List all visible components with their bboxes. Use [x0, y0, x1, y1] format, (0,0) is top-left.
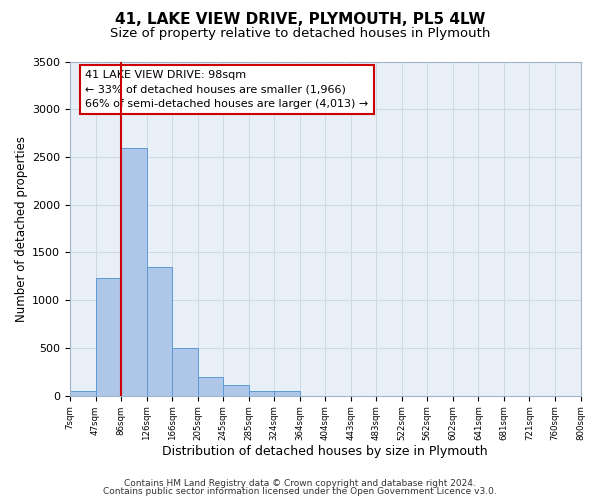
Bar	[172, 348, 197, 396]
Text: Size of property relative to detached houses in Plymouth: Size of property relative to detached ho…	[110, 28, 490, 40]
Bar	[146, 267, 172, 396]
X-axis label: Distribution of detached houses by size in Plymouth: Distribution of detached houses by size …	[163, 444, 488, 458]
Bar	[274, 392, 300, 396]
Y-axis label: Number of detached properties: Number of detached properties	[15, 136, 28, 322]
Text: 41 LAKE VIEW DRIVE: 98sqm
← 33% of detached houses are smaller (1,966)
66% of se: 41 LAKE VIEW DRIVE: 98sqm ← 33% of detac…	[85, 70, 368, 110]
Text: Contains HM Land Registry data © Crown copyright and database right 2024.: Contains HM Land Registry data © Crown c…	[124, 478, 476, 488]
Text: Contains public sector information licensed under the Open Government Licence v3: Contains public sector information licen…	[103, 487, 497, 496]
Bar	[248, 391, 274, 396]
Text: 41, LAKE VIEW DRIVE, PLYMOUTH, PL5 4LW: 41, LAKE VIEW DRIVE, PLYMOUTH, PL5 4LW	[115, 12, 485, 28]
Bar	[197, 376, 223, 396]
Bar	[223, 385, 248, 396]
Bar	[121, 148, 146, 396]
Bar	[95, 278, 121, 396]
Bar	[70, 391, 95, 396]
